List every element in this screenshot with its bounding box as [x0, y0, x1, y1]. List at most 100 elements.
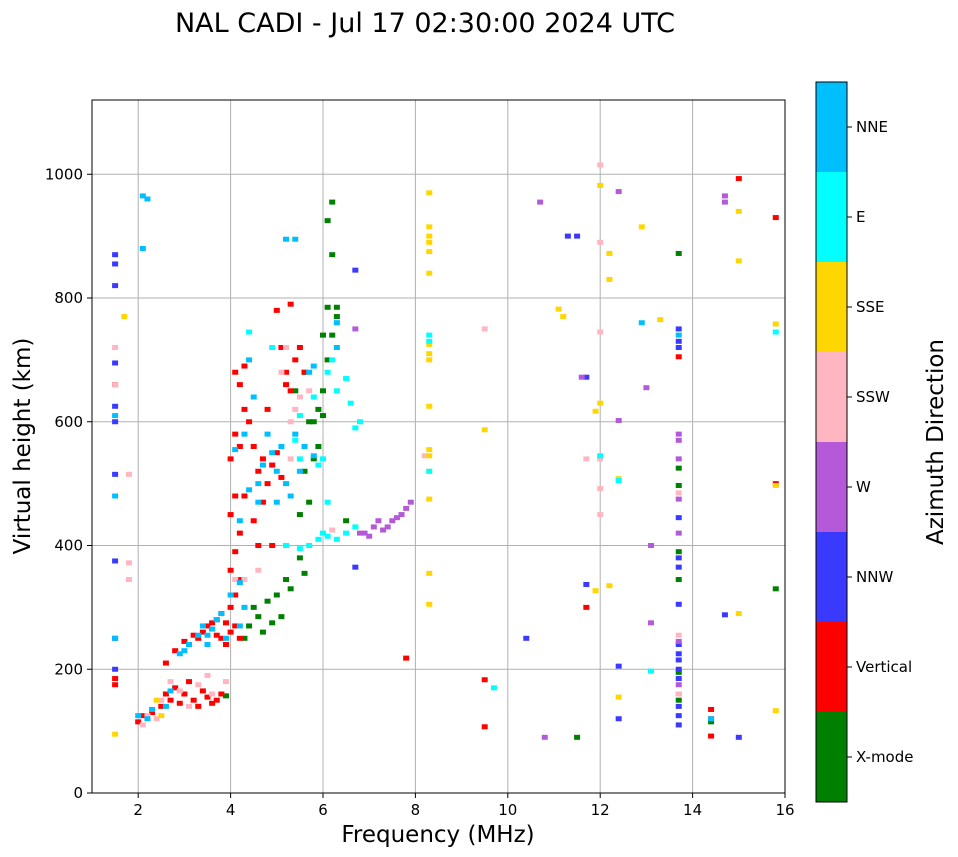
data-point: [232, 447, 239, 453]
data-point: [296, 468, 303, 474]
data-point: [162, 660, 169, 666]
data-point: [283, 236, 290, 242]
data-point: [209, 691, 216, 697]
data-point: [375, 518, 382, 524]
data-point: [213, 632, 220, 638]
y-tick-label: 0: [73, 784, 83, 802]
data-point: [564, 233, 571, 239]
x-axis-ticks: 2 4 6 8 10 12 14 16: [133, 793, 795, 819]
data-point: [112, 471, 119, 477]
data-point: [186, 642, 193, 647]
y-tick-label: 1000: [45, 165, 83, 183]
data-point: [320, 456, 326, 462]
data-point: [675, 345, 682, 350]
data-point: [209, 700, 216, 706]
data-point: [735, 611, 742, 617]
data-point: [278, 369, 285, 375]
data-point: [310, 394, 317, 400]
data-point: [583, 374, 590, 380]
data-point: [222, 693, 229, 699]
data-point: [315, 462, 322, 468]
data-point: [675, 530, 682, 536]
colorbar: X-mode Vertical NNW W SSW SSE E NNE: [815, 81, 913, 803]
data-point: [772, 321, 779, 327]
data-point: [426, 249, 433, 255]
data-point: [167, 679, 174, 685]
data-point: [236, 444, 243, 449]
data-point: [384, 524, 391, 530]
data-point: [264, 481, 271, 487]
data-point: [735, 258, 742, 264]
data-point: [199, 688, 206, 694]
x-tick-label: 6: [318, 801, 328, 819]
data-point: [283, 345, 290, 350]
data-point: [259, 499, 266, 505]
data-point: [597, 182, 604, 188]
data-point: [227, 567, 234, 573]
data-point: [615, 694, 622, 700]
data-point: [273, 592, 280, 598]
y-axis-ticks: 0 200 400 600 800 1000: [45, 165, 92, 802]
data-point: [241, 577, 248, 583]
data-point: [352, 425, 359, 431]
data-point: [158, 703, 165, 709]
data-point: [167, 688, 174, 694]
data-point: [181, 648, 188, 654]
data-point: [278, 614, 285, 620]
data-point: [269, 345, 276, 350]
data-point: [278, 444, 285, 449]
data-point: [236, 518, 243, 524]
data-point: [181, 691, 188, 697]
data-point: [675, 490, 682, 496]
data-point: [426, 233, 433, 239]
data-point: [389, 518, 396, 524]
data-point: [592, 588, 599, 594]
data-point: [735, 734, 742, 740]
data-point: [574, 734, 581, 740]
data-point: [675, 691, 682, 697]
data-point: [278, 345, 285, 350]
data-point: [273, 468, 280, 474]
data-point: [426, 453, 433, 459]
data-point: [112, 261, 119, 267]
data-point: [597, 512, 604, 518]
data-point: [149, 710, 156, 716]
data-point: [306, 543, 313, 548]
data-point: [121, 314, 128, 320]
data-point: [606, 250, 613, 256]
data-point: [643, 385, 650, 391]
data-point: [772, 708, 779, 714]
data-point: [721, 193, 728, 199]
data-point: [204, 642, 211, 647]
data-point: [615, 189, 622, 195]
data-point: [426, 351, 433, 357]
colorbar-frame: [815, 81, 848, 803]
grid-lines: [92, 100, 786, 794]
data-point: [675, 697, 682, 703]
data-point: [283, 481, 290, 487]
data-point: [597, 456, 604, 462]
data-point: [675, 456, 682, 462]
data-point: [264, 598, 271, 604]
data-point: [139, 193, 146, 199]
data-point: [426, 447, 433, 453]
colorbar-label: Azimuth Direction: [923, 339, 949, 545]
data-point: [398, 512, 405, 518]
data-point: [426, 601, 433, 607]
data-point: [347, 400, 354, 406]
data-point: [246, 419, 253, 425]
data-point: [324, 499, 331, 505]
colorbar-tick-label: W: [856, 478, 871, 496]
data-point: [264, 431, 271, 437]
data-point: [273, 499, 280, 505]
data-point: [135, 719, 142, 725]
data-point: [315, 536, 322, 542]
data-point: [195, 632, 202, 638]
x-tick-label: 4: [226, 801, 236, 819]
data-point: [296, 413, 303, 419]
data-point: [296, 546, 303, 552]
data-point: [273, 307, 280, 313]
data-point: [176, 700, 183, 706]
colorbar-tick-label: NNW: [856, 568, 893, 586]
y-tick-label: 600: [54, 413, 83, 431]
